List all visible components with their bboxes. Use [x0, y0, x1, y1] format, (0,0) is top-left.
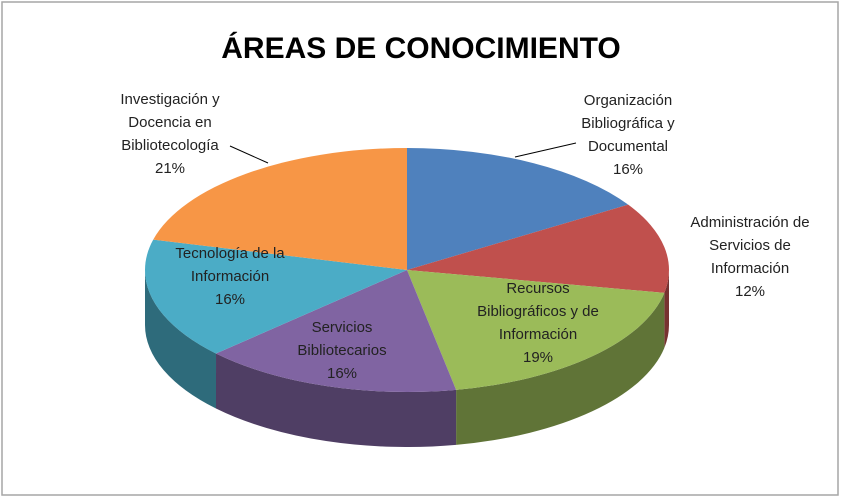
slice-label: Servicios Bibliotecarios: [297, 319, 386, 359]
label-line: Recursos: [506, 280, 569, 297]
pie-slice: [407, 148, 629, 270]
label-line: Servicios de: [709, 237, 791, 254]
slice-label: Administración de Servicios de Información: [690, 214, 809, 277]
label-line: Bibliotecología: [121, 137, 219, 154]
label-line: Bibliográfica y: [581, 115, 675, 132]
label-line: Docencia en: [128, 114, 211, 131]
label-line: Tecnología de la: [175, 245, 285, 262]
leader-line: [514, 142, 577, 158]
label-line: Documental: [588, 138, 668, 155]
label-line: Investigación y: [120, 91, 220, 108]
slice-label: Tecnología de la Información: [175, 245, 285, 285]
slice-value-label: 21%: [155, 160, 185, 177]
label-line: Información: [191, 268, 269, 285]
label-line: Información: [711, 260, 789, 277]
chart-title: ÁREAS DE CONOCIMIENTO: [221, 31, 620, 65]
pie-slice: [216, 270, 457, 392]
slice-value-label: 12%: [735, 283, 765, 300]
pie-slice: [407, 270, 665, 390]
label-line: Información: [499, 326, 577, 343]
label-line: Servicios: [312, 319, 373, 336]
pie-side: [145, 270, 217, 409]
pie-slice: [407, 204, 669, 293]
slice-value-label: 16%: [215, 291, 245, 308]
pie-side: [664, 270, 669, 348]
slice-label: Recursos Bibliográficos y de Información: [477, 280, 599, 343]
label-line: Bibliográficos y de: [477, 303, 599, 320]
label-line: Organización: [584, 92, 672, 109]
slice-label: Organización Bibliográfica y Documental: [581, 92, 675, 155]
pie-slice: [145, 239, 407, 354]
pie-slice: [153, 148, 407, 270]
slice-value-label: 16%: [327, 365, 357, 382]
label-line: Bibliotecarios: [297, 342, 386, 359]
pie-side: [216, 353, 457, 447]
slice-value-label: 19%: [523, 349, 553, 366]
label-line: Administración de: [690, 214, 809, 231]
slice-value-label: 16%: [613, 161, 643, 178]
slice-label: Investigación y Docencia en Bibliotecologí…: [120, 91, 220, 154]
leader-line: [229, 145, 269, 164]
pie-side: [456, 292, 665, 445]
